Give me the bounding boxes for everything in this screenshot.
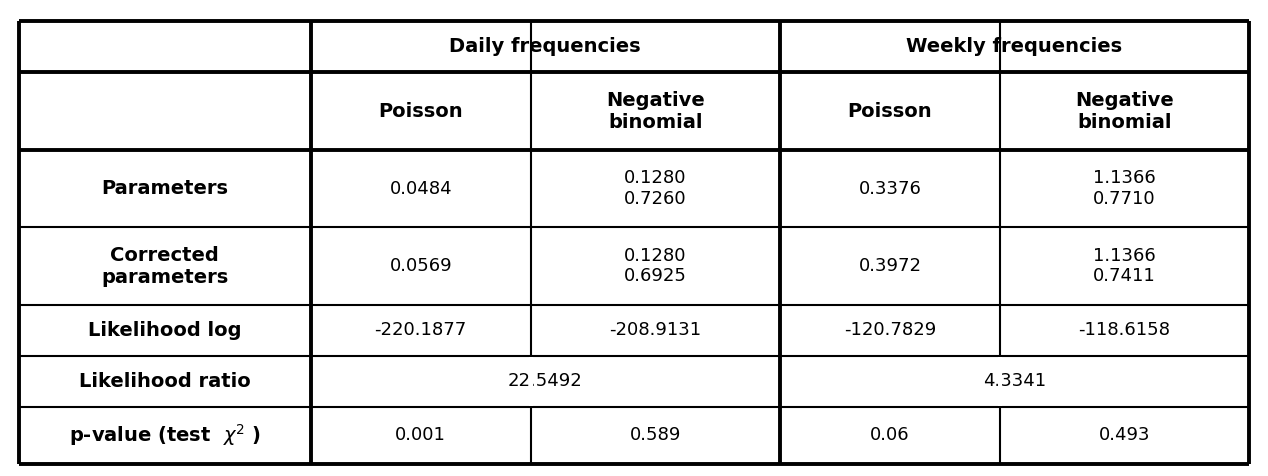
Text: 0.0484: 0.0484: [389, 179, 451, 198]
Text: 0.3376: 0.3376: [858, 179, 922, 198]
Text: Poisson: Poisson: [378, 101, 463, 120]
Text: Poisson: Poisson: [847, 101, 932, 120]
Text: -120.7829: -120.7829: [843, 321, 936, 339]
Text: p-value (test  $\chi^2$ ): p-value (test $\chi^2$ ): [68, 422, 261, 448]
Text: 0.1280
0.6925: 0.1280 0.6925: [624, 247, 687, 286]
Text: 0.589: 0.589: [630, 426, 681, 444]
Text: -118.6158: -118.6158: [1079, 321, 1170, 339]
Text: Weekly frequencies: Weekly frequencies: [907, 38, 1122, 56]
Text: Negative
binomial: Negative binomial: [1075, 90, 1174, 131]
Text: 0.3972: 0.3972: [858, 257, 922, 275]
Text: -208.9131: -208.9131: [609, 321, 701, 339]
Text: Corrected
parameters: Corrected parameters: [101, 246, 228, 287]
Text: 1.1366
0.7411: 1.1366 0.7411: [1093, 247, 1156, 286]
Text: Parameters: Parameters: [101, 179, 228, 198]
Text: 0.001: 0.001: [396, 426, 446, 444]
Text: 0.0569: 0.0569: [389, 257, 451, 275]
Text: 0.493: 0.493: [1099, 426, 1150, 444]
Text: 0.1280
0.7260: 0.1280 0.7260: [624, 169, 687, 208]
Text: 4.3341: 4.3341: [983, 372, 1046, 390]
Text: Daily frequencies: Daily frequencies: [449, 38, 640, 56]
Text: Likelihood log: Likelihood log: [87, 321, 241, 340]
Text: Negative
binomial: Negative binomial: [606, 90, 705, 131]
Text: Likelihood ratio: Likelihood ratio: [79, 372, 251, 391]
Text: 0.06: 0.06: [870, 426, 909, 444]
Text: -220.1877: -220.1877: [374, 321, 467, 339]
Text: 1.1366
0.7710: 1.1366 0.7710: [1093, 169, 1156, 208]
Text: 22.5492: 22.5492: [507, 372, 582, 390]
